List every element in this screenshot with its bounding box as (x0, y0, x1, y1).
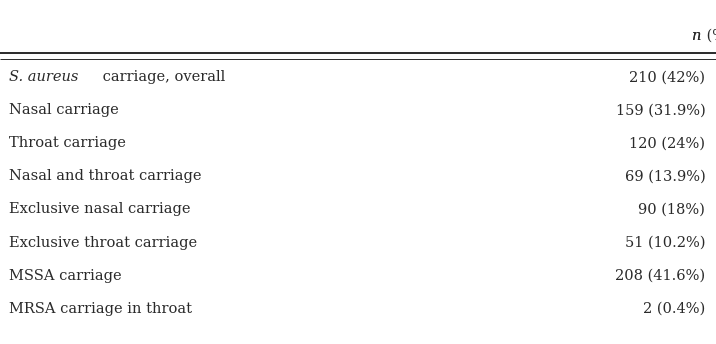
Text: Exclusive throat carriage: Exclusive throat carriage (9, 236, 197, 249)
Text: n: n (692, 29, 702, 43)
Text: 120 (24%): 120 (24%) (629, 137, 705, 150)
Text: MSSA carriage: MSSA carriage (9, 269, 121, 282)
Text: n: n (692, 29, 702, 43)
Text: Throat carriage: Throat carriage (9, 137, 125, 150)
Text: 90 (18%): 90 (18%) (639, 203, 705, 216)
Text: Nasal carriage: Nasal carriage (9, 104, 118, 117)
Text: Nasal and throat carriage: Nasal and throat carriage (9, 170, 201, 183)
Text: 159 (31.9%): 159 (31.9%) (616, 104, 705, 117)
Text: 51 (10.2%): 51 (10.2%) (625, 236, 705, 249)
Text: 2 (0.4%): 2 (0.4%) (643, 302, 705, 315)
Text: (%): (%) (702, 29, 716, 43)
Text: 208 (41.6%): 208 (41.6%) (615, 269, 705, 282)
Text: 69 (13.9%): 69 (13.9%) (624, 170, 705, 183)
Text: MRSA carriage in throat: MRSA carriage in throat (9, 302, 192, 315)
Text: 210 (42%): 210 (42%) (629, 71, 705, 84)
Text: carriage, overall: carriage, overall (98, 71, 226, 84)
Text: Exclusive nasal carriage: Exclusive nasal carriage (9, 203, 190, 216)
Text: S. aureus: S. aureus (9, 71, 78, 84)
